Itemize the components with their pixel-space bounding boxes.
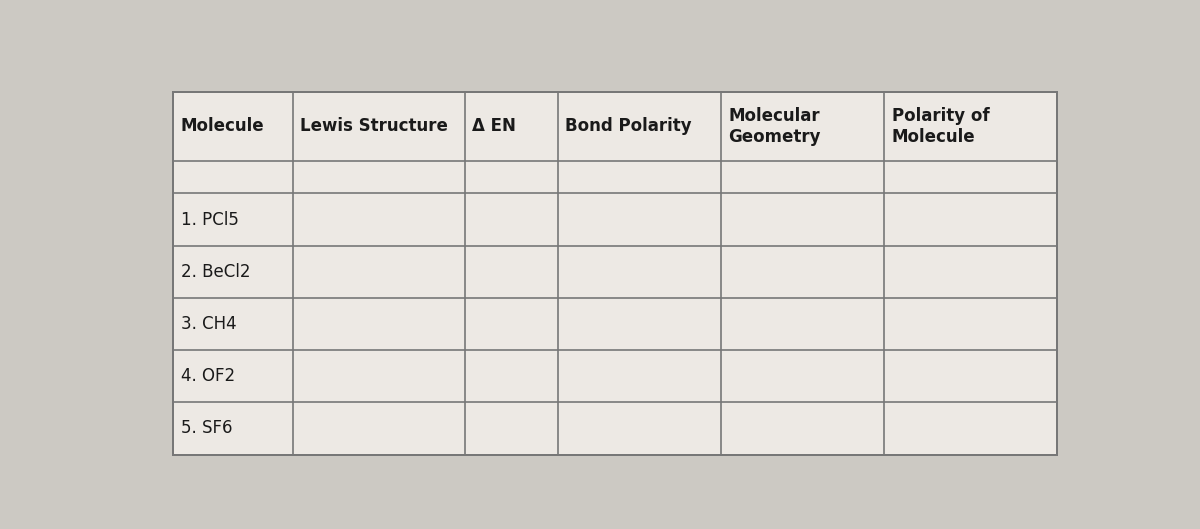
Text: Molecular
Geometry: Molecular Geometry bbox=[728, 107, 821, 146]
Text: Δ EN: Δ EN bbox=[473, 117, 516, 135]
Text: Polarity of
Molecule: Polarity of Molecule bbox=[892, 107, 990, 146]
Text: 2. BeCl2: 2. BeCl2 bbox=[181, 263, 250, 281]
Text: 4. OF2: 4. OF2 bbox=[181, 367, 235, 385]
Text: Lewis Structure: Lewis Structure bbox=[300, 117, 448, 135]
Text: 1. PCl5: 1. PCl5 bbox=[181, 211, 239, 229]
Bar bbox=[173, 92, 1057, 454]
Text: 5. SF6: 5. SF6 bbox=[181, 419, 232, 437]
Text: Molecule: Molecule bbox=[181, 117, 264, 135]
Text: 3. CH4: 3. CH4 bbox=[181, 315, 236, 333]
Text: Bond Polarity: Bond Polarity bbox=[565, 117, 691, 135]
